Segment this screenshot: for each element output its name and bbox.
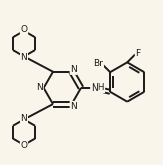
Text: F: F	[135, 49, 141, 58]
Text: N: N	[21, 53, 27, 62]
Text: N: N	[36, 83, 43, 92]
Text: Br: Br	[93, 59, 103, 68]
Text: NH: NH	[91, 83, 104, 92]
Text: N: N	[91, 84, 98, 93]
Text: N: N	[70, 65, 77, 74]
Text: N: N	[21, 114, 27, 123]
Text: N: N	[70, 101, 77, 111]
Text: O: O	[21, 141, 28, 150]
Text: O: O	[21, 25, 28, 34]
